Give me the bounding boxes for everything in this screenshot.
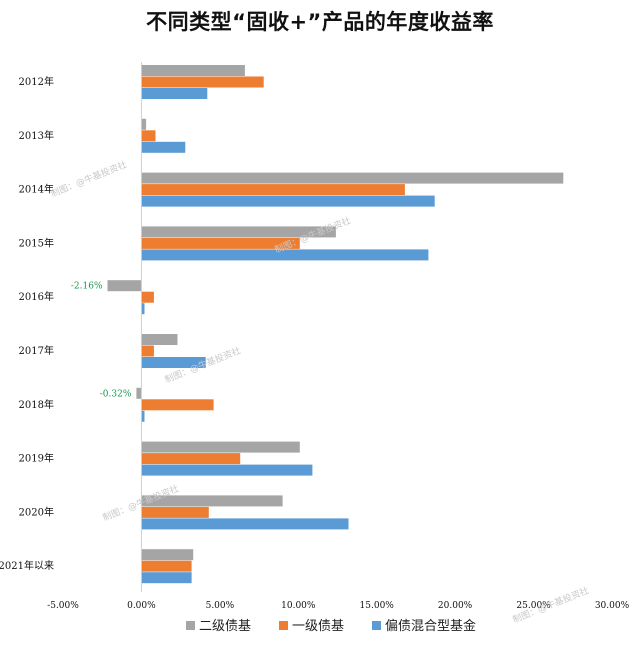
x-tick-label: 0.00% <box>127 601 156 611</box>
bar <box>141 141 186 153</box>
bar <box>141 303 145 315</box>
bar <box>141 549 194 561</box>
bar <box>141 518 349 530</box>
bar <box>141 249 429 261</box>
legend: 二级债基 一级债基 偏债混合型基金 <box>186 618 476 634</box>
bar <box>136 387 142 399</box>
bar <box>141 76 264 88</box>
category-label: 2013年 <box>19 129 54 142</box>
category-label: 2021年以来 <box>0 559 54 572</box>
category-label: 2018年 <box>19 398 54 411</box>
bar <box>141 237 300 249</box>
legend-label: 一级债基 <box>292 619 344 634</box>
bar <box>141 464 313 476</box>
bar <box>107 280 142 292</box>
bar <box>141 572 192 584</box>
x-tick-label: 15.00% <box>360 601 395 611</box>
x-tick-label: 10.00% <box>281 601 316 611</box>
category-label: 2020年 <box>19 505 54 518</box>
x-tick-label: -5.00% <box>47 601 79 611</box>
bar <box>141 130 156 142</box>
bar <box>141 453 241 465</box>
x-tick-label: 25.00% <box>516 601 551 611</box>
legend-swatch <box>186 621 195 630</box>
bar <box>141 65 245 76</box>
bar <box>141 195 435 207</box>
chart-title: 不同类型“固收+”产品的年度收益率 <box>146 10 494 34</box>
x-tick-label: 30.00% <box>595 601 630 611</box>
category-label: 2017年 <box>19 344 54 357</box>
category-label: 2019年 <box>19 452 54 465</box>
bar <box>141 184 405 196</box>
bar <box>141 88 208 99</box>
bar <box>141 495 283 507</box>
bar <box>141 172 564 184</box>
x-tick-labels: -5.00% 0.00% 5.00% 10.00% 15.00% 20.00% 25.00%… <box>47 601 629 611</box>
bar <box>141 506 209 518</box>
bar <box>141 345 154 357</box>
category-label: 2015年 <box>19 236 54 249</box>
bar <box>141 291 154 303</box>
legend-label: 偏债混合型基金 <box>385 618 476 634</box>
data-labels: -2.16% -0.32% <box>71 282 132 400</box>
bar <box>141 357 206 368</box>
legend-label: 二级债基 <box>199 619 251 634</box>
bar <box>141 226 336 238</box>
category-labels: 2012年 2013年 2014年 2015年 2016年 2017年 2018年 2019年… <box>0 75 54 572</box>
bar <box>141 118 147 130</box>
bars-group <box>107 62 564 592</box>
category-label: 2014年 <box>19 183 54 196</box>
data-label: -2.16% <box>71 282 103 292</box>
bar <box>141 410 145 422</box>
bar <box>141 441 300 453</box>
category-label: 2016年 <box>19 290 54 303</box>
legend-swatch <box>372 621 381 630</box>
bar <box>141 399 214 411</box>
x-tick-label: 20.00% <box>438 601 473 611</box>
bar <box>141 334 178 345</box>
x-tick-label: 5.00% <box>206 601 235 611</box>
data-label: -0.32% <box>100 389 132 399</box>
bar <box>141 560 192 572</box>
legend-swatch <box>279 621 288 630</box>
category-label: 2012年 <box>19 75 54 88</box>
